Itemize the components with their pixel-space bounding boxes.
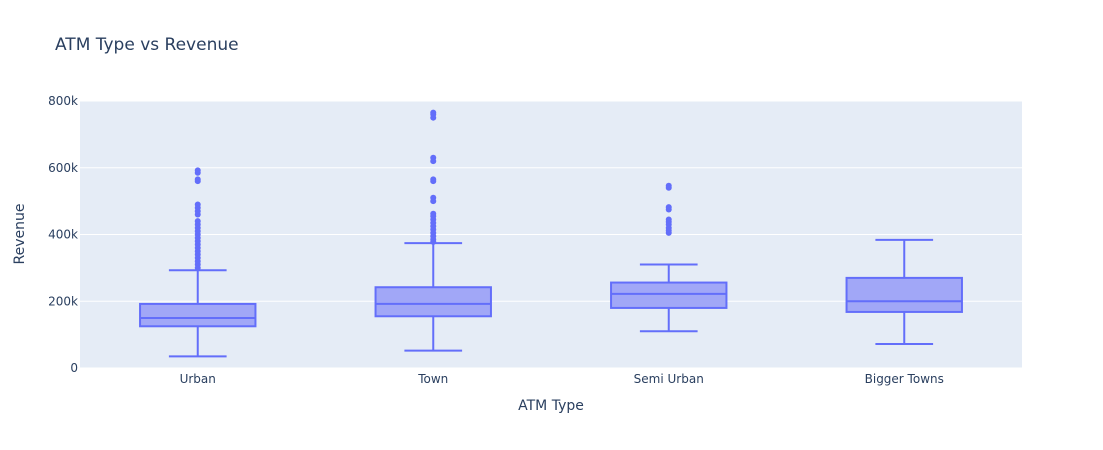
box-iqr <box>610 281 728 309</box>
box-iqr <box>374 286 492 318</box>
box-series <box>139 109 963 358</box>
x-tick-labels: Urban Town Semi Urban Bigger Towns <box>180 372 944 386</box>
y-tick-label: 600k <box>48 161 78 175</box>
x-tick-label: Urban <box>180 372 216 386</box>
outlier-point <box>430 176 437 183</box>
y-tick-label: 200k <box>48 294 78 308</box>
chart-title: ATM Type vs Revenue <box>55 35 239 55</box>
outlier-point <box>194 176 201 183</box>
outlier-point <box>430 109 437 116</box>
box-town <box>374 109 492 352</box>
box-iqr <box>845 276 963 313</box>
x-tick-label: Semi Urban <box>634 372 704 386</box>
y-tick-label: 400k <box>48 228 78 242</box>
outlier-point <box>665 182 672 189</box>
outlier-point <box>194 201 201 208</box>
y-tick-label: 0 <box>70 361 78 375</box>
outlier-point <box>430 194 437 201</box>
outlier-point <box>665 204 672 211</box>
outlier-point <box>430 210 437 217</box>
outlier-point <box>194 218 201 225</box>
x-tick-label: Town <box>417 372 448 386</box>
box-iqr <box>139 302 257 328</box>
box-urban <box>139 167 257 358</box>
outlier-point <box>665 216 672 223</box>
y-tick-labels: 0 200k 400k 600k 800k <box>48 94 78 375</box>
x-axis-title: ATM Type <box>518 398 584 414</box>
box-bigger-towns <box>845 238 963 345</box>
y-tick-label: 800k <box>48 94 78 108</box>
x-tick-label: Bigger Towns <box>865 372 944 386</box>
box-semi-urban <box>610 182 728 333</box>
y-axis-title: Revenue <box>12 204 28 265</box>
outlier-point <box>194 167 201 174</box>
outlier-point <box>430 154 437 161</box>
grid-lines <box>80 100 1022 369</box>
